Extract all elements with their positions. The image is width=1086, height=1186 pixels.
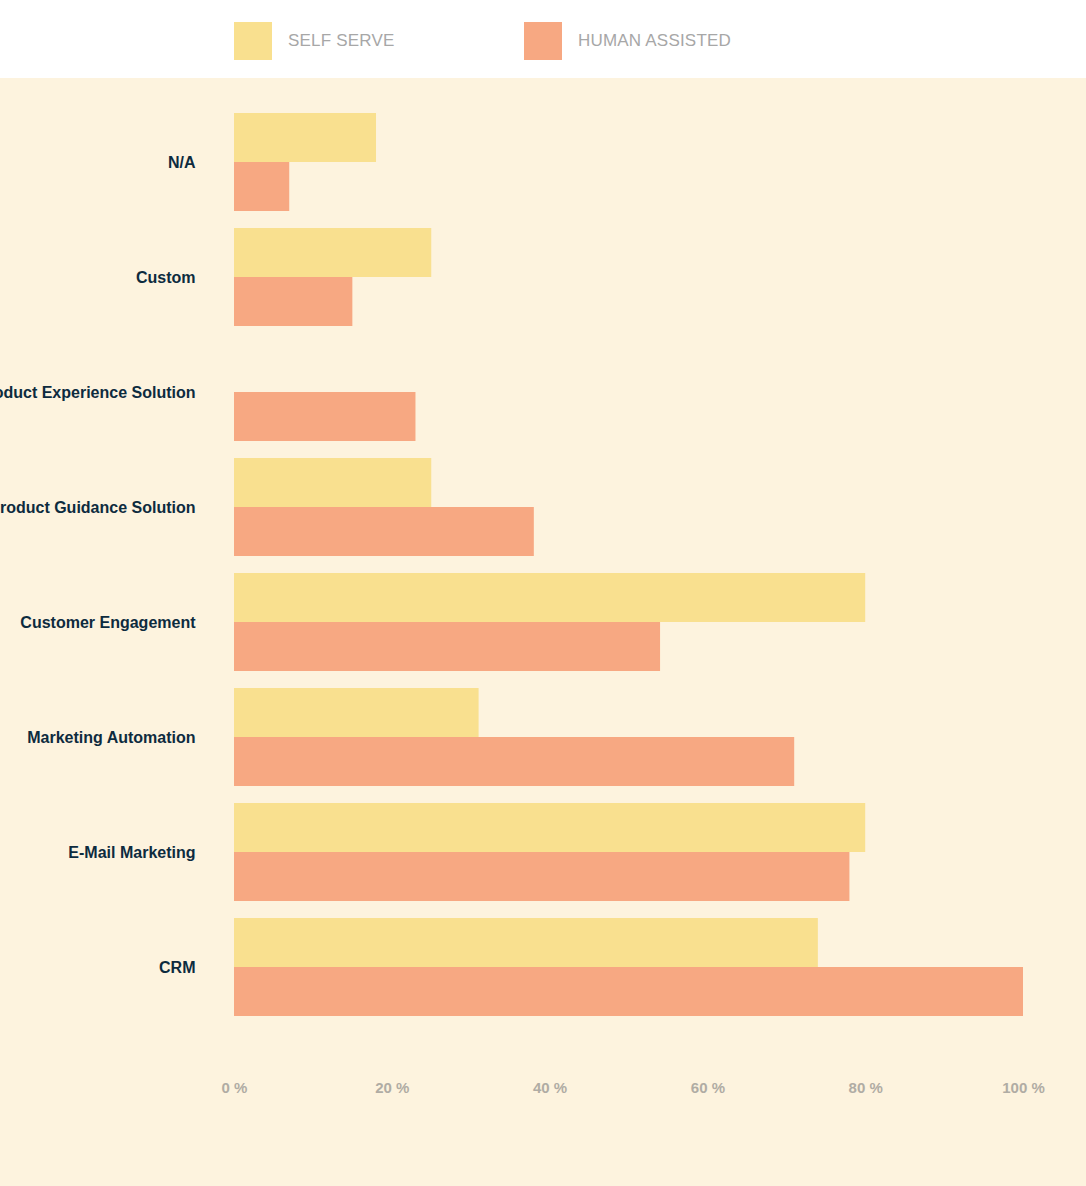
- svg-text:Customer Engagement: Customer Engagement: [20, 614, 196, 631]
- html-text:HUMAN ASSISTED: HUMAN ASSISTED: [578, 31, 731, 50]
- svg-text:E-Mail Marketing: E-Mail Marketing: [68, 844, 195, 861]
- svg-text:100 %: 100 %: [1002, 1079, 1045, 1096]
- svg-text:20 %: 20 %: [375, 1079, 409, 1096]
- svg-text:Custom: Custom: [136, 269, 196, 286]
- html-text:SELF SERVE: SELF SERVE: [288, 31, 395, 50]
- svg-text:Marketing Automation: Marketing Automation: [27, 729, 195, 746]
- svg-text:N/A: N/A: [168, 154, 196, 171]
- svg-text:60 %: 60 %: [691, 1079, 725, 1096]
- svg-text:40 %: 40 %: [533, 1079, 567, 1096]
- svg-text:CRM: CRM: [159, 959, 195, 976]
- svg-text:80 %: 80 %: [849, 1079, 883, 1096]
- svg-text:Product Experience Solution: Product Experience Solution: [0, 384, 196, 401]
- svg-text:0 %: 0 %: [222, 1079, 248, 1096]
- svg-text:Product Guidance Solution: Product Guidance Solution: [0, 499, 196, 516]
